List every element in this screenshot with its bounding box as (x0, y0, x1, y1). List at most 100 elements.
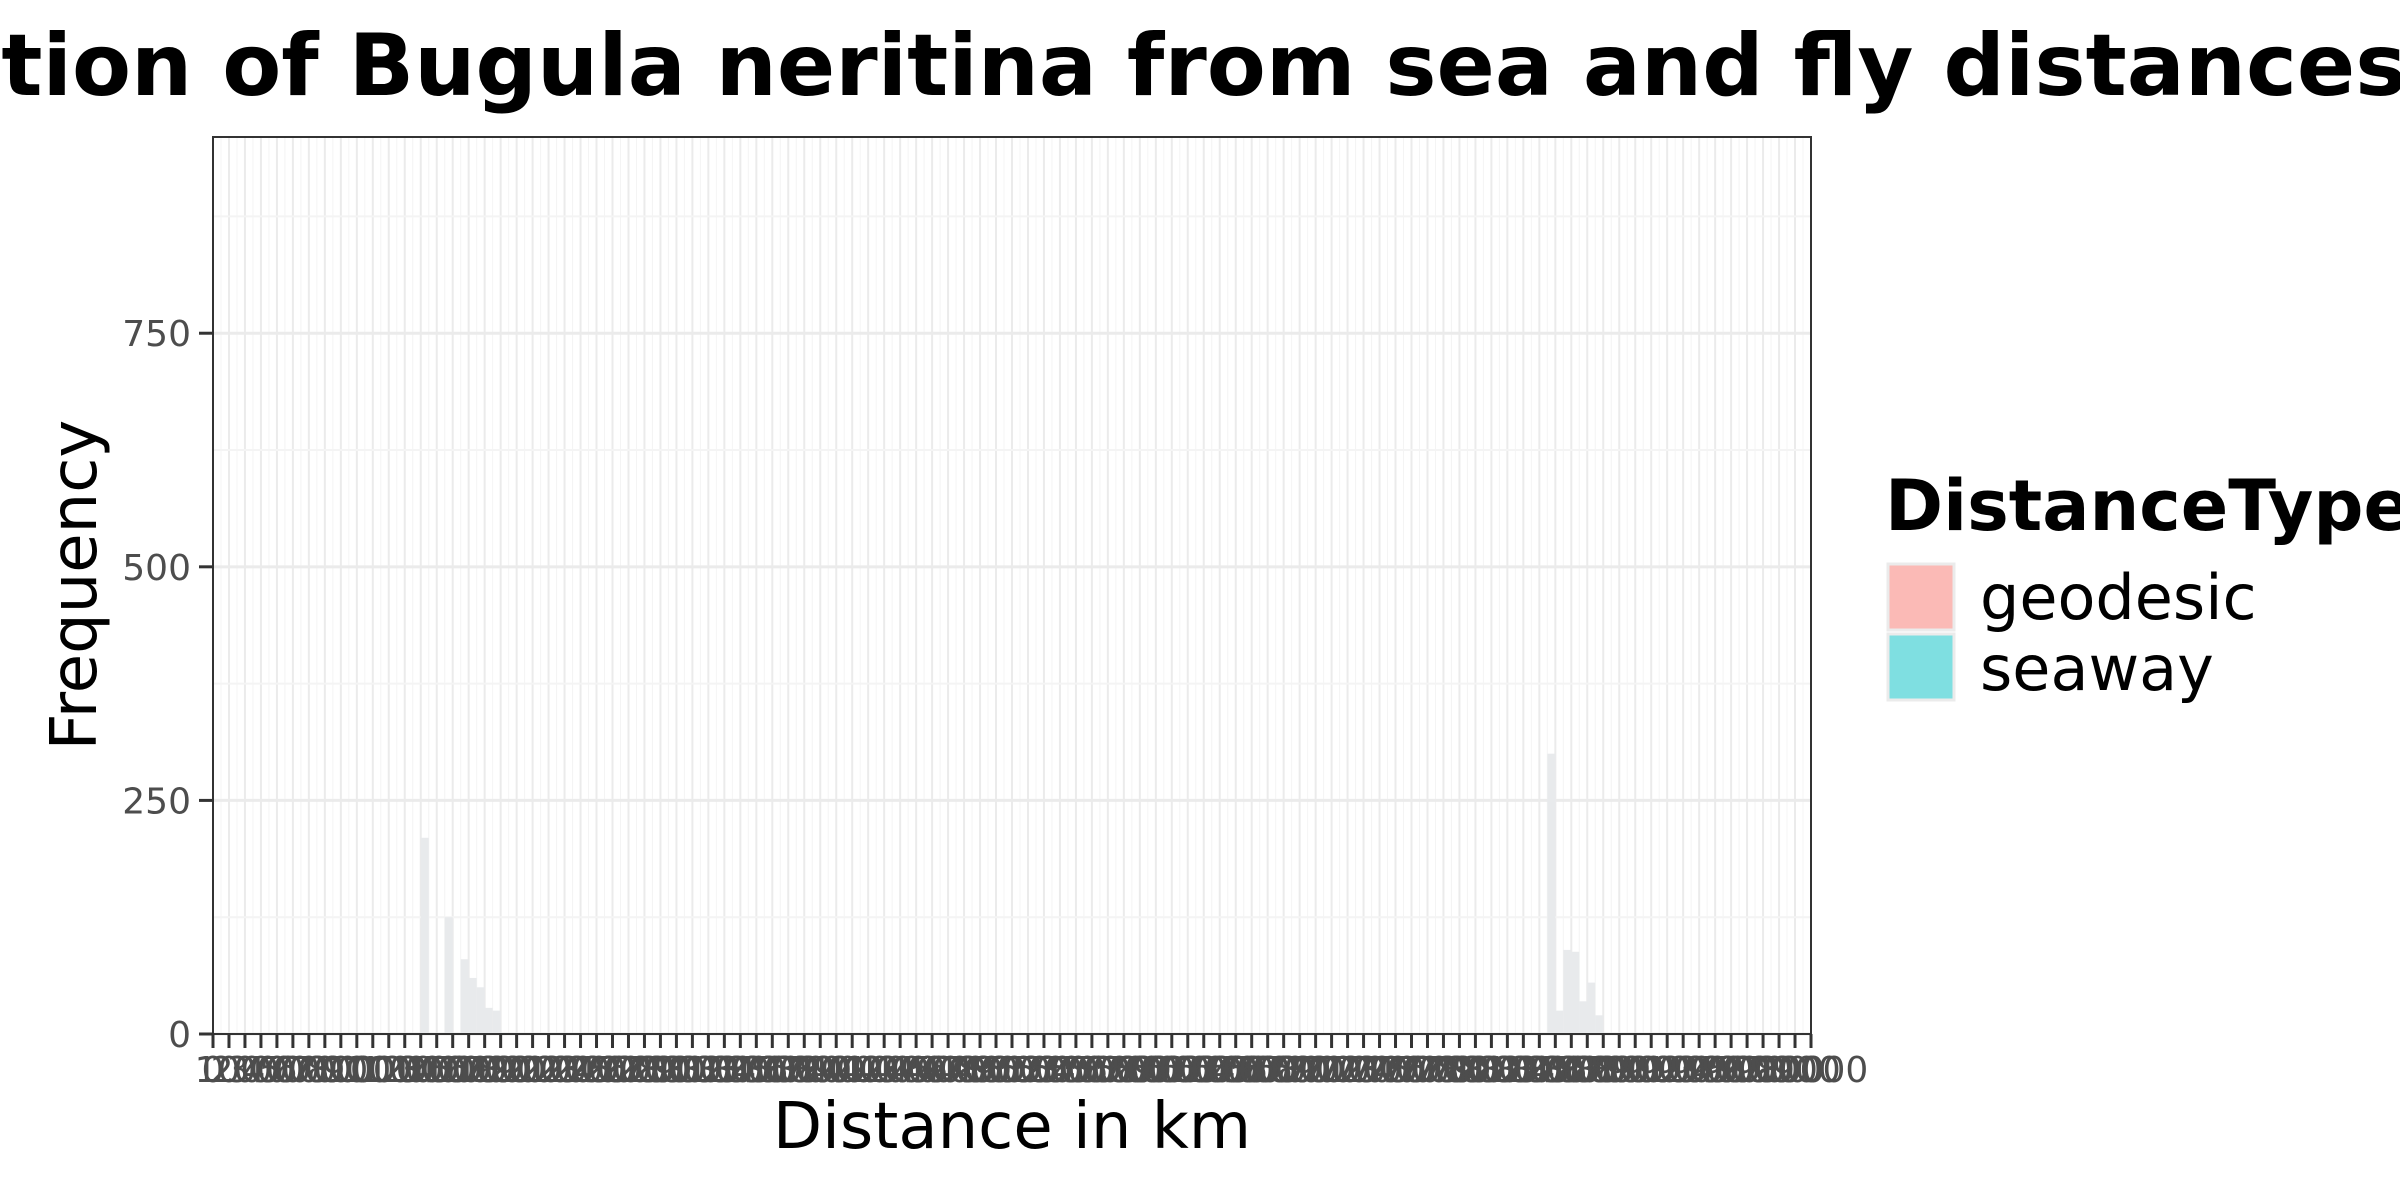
x-tick-label: 3900 (790, 1050, 882, 1091)
x-tick-label: 3500 (726, 1050, 818, 1091)
x-tick-label: 8600 (1541, 1050, 1633, 1091)
x-tick-label: 9300 (1653, 1050, 1745, 1091)
x-tick-label: 6200 (1158, 1050, 1250, 1091)
x-tick-label: 4500 (886, 1050, 978, 1091)
x-tick-label: 2000 (487, 1050, 579, 1091)
x-tick-label: 2900 (631, 1050, 723, 1091)
x-tick-label: 4700 (918, 1050, 1010, 1091)
x-axis-ticks (211, 1034, 1813, 1048)
y-axis-label: Frequency (38, 420, 112, 751)
x-tick-label: 6700 (1238, 1050, 1330, 1091)
histogram-bar (476, 987, 485, 1034)
x-tick-label: 4000 (806, 1050, 898, 1091)
x-tick-label: 8200 (1478, 1050, 1570, 1091)
x-tick-label: 6300 (1174, 1050, 1266, 1091)
y-tick-label: 750 (122, 314, 191, 355)
x-tick-label: 2500 (567, 1050, 659, 1091)
y-tick-label: 250 (122, 781, 191, 822)
x-tick-label: 300 (227, 1050, 296, 1091)
x-tick-label: 8400 (1510, 1050, 1602, 1091)
x-tick-label: 9400 (1669, 1050, 1761, 1091)
x-tick-label: 7000 (1286, 1050, 1378, 1091)
x-tick-label: 4300 (854, 1050, 946, 1091)
x-tick-label: 1200 (359, 1050, 451, 1091)
x-tick-label: 0 (202, 1050, 225, 1091)
histogram-bar (1587, 982, 1596, 1034)
x-tick-label: 7300 (1334, 1050, 1426, 1091)
x-tick-label: 5400 (1030, 1050, 1122, 1091)
x-tick-label: 9500 (1685, 1050, 1777, 1091)
x-tick-label: 5200 (998, 1050, 1090, 1091)
x-tick-label: 600 (275, 1050, 344, 1091)
histogram-bar (444, 917, 453, 1034)
x-tick-label: 200 (211, 1050, 280, 1091)
x-tick-label: 1700 (439, 1050, 531, 1091)
x-tick-label: 7200 (1318, 1050, 1410, 1091)
x-axis-tick-labels: 0100200300400500600700800900100011001200… (195, 1050, 1869, 1091)
x-tick-label: 3200 (679, 1050, 771, 1091)
histogram-bar (468, 977, 477, 1034)
x-tick-label: 9200 (1637, 1050, 1729, 1091)
x-tick-label: 3300 (695, 1050, 787, 1091)
x-tick-label: 400 (243, 1050, 312, 1091)
y-tick-label: 0 (168, 1015, 191, 1056)
legend-swatch-seaway (1886, 632, 1956, 702)
x-tick-label: 8300 (1494, 1050, 1586, 1091)
x-tick-label: 6500 (1206, 1050, 1298, 1091)
x-tick-label: 5900 (1110, 1050, 1202, 1091)
y-axis-ticks: 0 250 500 750 (122, 314, 213, 1056)
histogram-bar (1547, 753, 1556, 1034)
x-tick-label: 2300 (535, 1050, 627, 1091)
histogram-bar (420, 837, 429, 1034)
x-tick-label: 4600 (902, 1050, 994, 1091)
histogram-bar (1555, 1010, 1564, 1034)
x-tick-label: 4900 (950, 1050, 1042, 1091)
x-tick-label: 2400 (551, 1050, 643, 1091)
x-tick-label: 2800 (615, 1050, 707, 1091)
x-tick-label: 9600 (1701, 1050, 1793, 1091)
x-tick-label: 9700 (1717, 1050, 1809, 1091)
histogram-bar (460, 959, 469, 1034)
legend-label-geodesic: geodesic (1980, 561, 2257, 634)
y-tick-label: 500 (122, 548, 191, 589)
x-tick-label: 1500 (407, 1050, 499, 1091)
x-tick-label: 5600 (1062, 1050, 1154, 1091)
histogram-bar (492, 1010, 501, 1034)
x-tick-label: 8800 (1573, 1050, 1665, 1091)
x-tick-label: 3700 (758, 1050, 850, 1091)
x-tick-label: 500 (259, 1050, 328, 1091)
x-tick-label: 700 (291, 1050, 360, 1091)
x-tick-label: 5100 (982, 1050, 1074, 1091)
x-tick-label: 3400 (711, 1050, 803, 1091)
x-tick-label: 7800 (1414, 1050, 1506, 1091)
x-tick-label: 3100 (663, 1050, 755, 1091)
legend-swatch-geodesic (1886, 562, 1956, 632)
x-tick-label: 6800 (1254, 1050, 1346, 1091)
x-tick-label: 7900 (1430, 1050, 1522, 1091)
x-tick-label: 8500 (1525, 1050, 1617, 1091)
x-tick-label: 9800 (1733, 1050, 1825, 1091)
x-tick-label: 900 (322, 1050, 391, 1091)
x-tick-label: 7100 (1302, 1050, 1394, 1091)
x-tick-label: 8700 (1557, 1050, 1649, 1091)
x-tick-label: 4400 (870, 1050, 962, 1091)
x-tick-label: 8900 (1589, 1050, 1681, 1091)
chart-title: Distribution of Bugula neritina from sea… (0, 16, 2400, 116)
x-tick-label: 2100 (503, 1050, 595, 1091)
x-tick-label: 10000 (1754, 1050, 1869, 1091)
x-tick-label: 1300 (375, 1050, 467, 1091)
legend-title: DistanceType (1885, 465, 2400, 547)
x-tick-label: 2700 (599, 1050, 691, 1091)
x-tick-label: 9000 (1605, 1050, 1697, 1091)
x-tick-label: 6000 (1126, 1050, 1218, 1091)
x-tick-label: 6900 (1270, 1050, 1362, 1091)
x-tick-label: 3000 (647, 1050, 739, 1091)
legend: DistanceType geodesic seaway (1885, 465, 2400, 705)
x-tick-label: 5700 (1078, 1050, 1170, 1091)
x-tick-label: 4100 (822, 1050, 914, 1091)
x-tick-label: 1400 (391, 1050, 483, 1091)
major-gridlines-x (212, 137, 1812, 1034)
histogram-bar (484, 1007, 493, 1034)
x-tick-label: 9100 (1621, 1050, 1713, 1091)
